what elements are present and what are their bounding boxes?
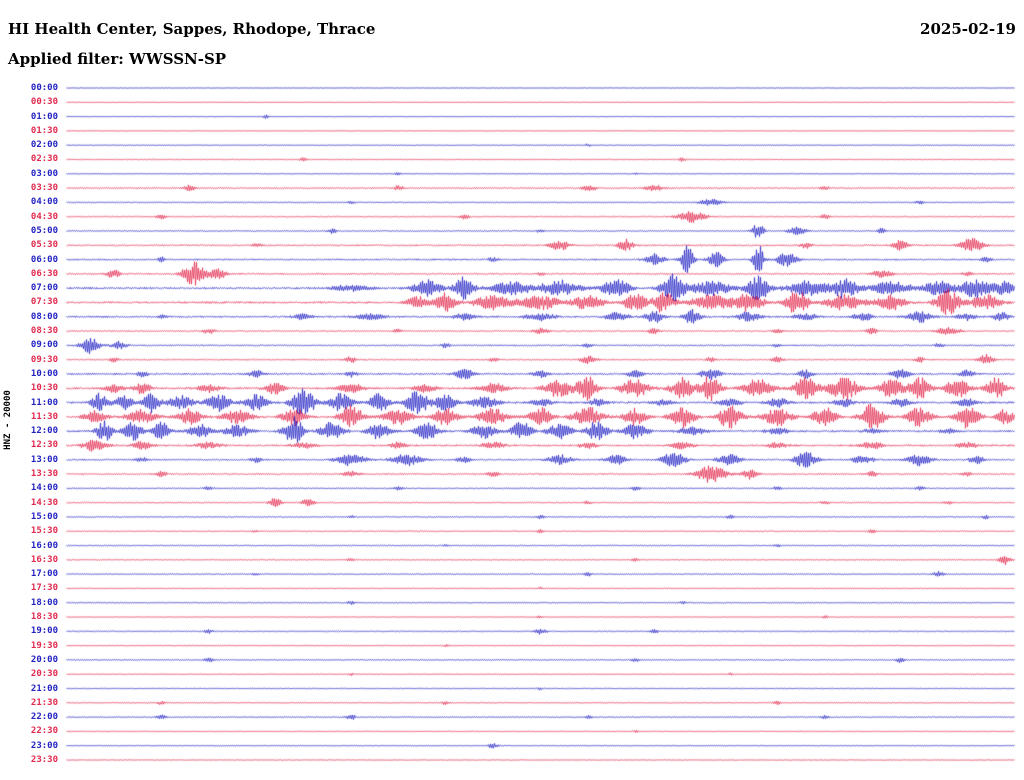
seismogram-traces [0, 0, 1024, 780]
helicorder-page: HI Health Center, Sappes, Rhodope, Thrac… [0, 0, 1024, 780]
